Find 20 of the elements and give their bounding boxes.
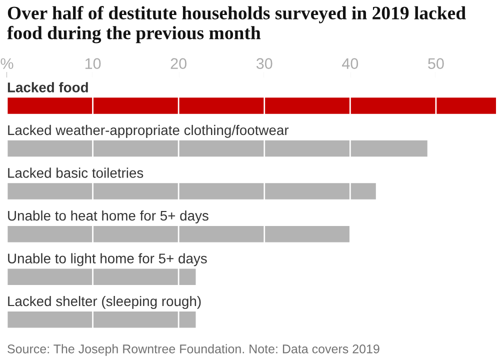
source-note: Source: The Joseph Rowntree Foundation. Note: Data covers 2019 xyxy=(8,344,380,356)
y-tick-label: Unable to heat home for 5+ days xyxy=(8,210,208,224)
x-tick-label: 50 xyxy=(428,58,444,69)
bar xyxy=(7,311,196,328)
y-tick-label: Lacked food xyxy=(8,82,88,92)
chart-title: Over half of destitute households surveyed in 2019 lacked food during the previous month xyxy=(7,6,466,44)
bar xyxy=(7,226,350,242)
x-tick-label: 30 xyxy=(256,58,272,69)
bar xyxy=(7,98,496,114)
bar xyxy=(7,268,196,285)
y-tick-label: Unable to light home for 5+ days xyxy=(8,253,207,266)
x-tick-label: % xyxy=(0,58,14,69)
x-tick-label: 40 xyxy=(342,58,358,69)
y-tick-label: Lacked weather-appropriate clothing/footwear xyxy=(8,124,289,138)
bar xyxy=(7,183,376,200)
y-tick-label: Lacked basic toiletries xyxy=(8,168,144,178)
y-tick-label: Lacked shelter (sleeping rough) xyxy=(8,296,201,309)
bar xyxy=(7,140,428,157)
x-tick-label: 10 xyxy=(85,58,101,69)
x-tick-label: 20 xyxy=(170,58,186,69)
